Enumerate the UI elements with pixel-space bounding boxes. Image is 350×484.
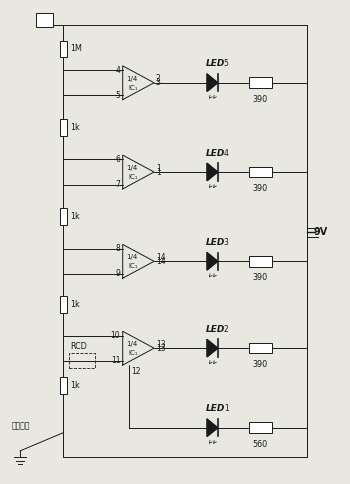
Text: RCD: RCD [70,342,87,350]
Polygon shape [207,419,218,437]
Bar [249,166,272,177]
Text: 1k: 1k [70,123,80,132]
Bar [36,13,53,27]
Text: 390: 390 [253,273,268,282]
Text: 输入电压: 输入电压 [11,421,30,430]
Text: 9: 9 [116,270,120,278]
Text: 7: 7 [116,180,120,189]
Text: LED: LED [205,149,225,158]
Bar [60,41,67,58]
Polygon shape [207,253,218,270]
Bar [60,377,67,394]
Polygon shape [207,74,218,91]
Text: 8: 8 [116,244,120,253]
Text: LED: LED [205,59,225,68]
Text: 5: 5 [116,91,120,100]
Text: 1: 1 [156,167,161,177]
Text: 13: 13 [156,340,166,349]
Text: IC₁: IC₁ [128,85,138,91]
Text: 13: 13 [156,344,166,353]
Text: 1: 1 [156,164,161,173]
Polygon shape [207,163,218,181]
Text: 2: 2 [156,75,161,83]
Text: 10: 10 [111,331,120,340]
Text: 3: 3 [224,238,229,247]
Text: 3: 3 [156,78,161,87]
Bar [249,423,272,433]
Text: 1k: 1k [70,381,80,390]
Bar [69,352,95,368]
Text: 560: 560 [253,440,268,449]
Text: 1/4: 1/4 [126,255,138,260]
Bar [60,296,67,313]
Text: 390: 390 [253,95,268,104]
Text: 390: 390 [253,360,268,369]
Bar [249,256,272,267]
Text: LED: LED [205,238,225,247]
Text: 1M: 1M [70,45,82,53]
Bar [249,343,272,353]
Text: 1/4: 1/4 [126,76,138,82]
Text: 5: 5 [224,59,229,68]
Text: 14: 14 [156,257,166,266]
Text: LED: LED [205,325,225,333]
Text: 14: 14 [156,253,166,262]
Text: 1k: 1k [70,300,80,309]
Text: 1k: 1k [70,212,80,221]
Text: 1: 1 [224,404,229,413]
Text: IC₁: IC₁ [128,174,138,180]
Text: 390: 390 [253,184,268,193]
Text: 1/4: 1/4 [126,165,138,171]
Text: 11: 11 [111,356,120,365]
Text: 12: 12 [131,367,140,377]
Bar [60,119,67,136]
Text: IC₁: IC₁ [128,350,138,356]
Text: 4: 4 [224,149,229,158]
Text: 1/4: 1/4 [126,341,138,348]
Text: LED: LED [205,404,225,413]
Text: 9V: 9V [314,227,328,237]
Polygon shape [207,339,218,357]
Text: IC₁: IC₁ [128,263,138,269]
Bar [60,208,67,225]
Text: 4: 4 [116,66,120,75]
Text: 6: 6 [116,155,120,164]
Bar [249,77,272,88]
Text: 2: 2 [224,325,229,333]
